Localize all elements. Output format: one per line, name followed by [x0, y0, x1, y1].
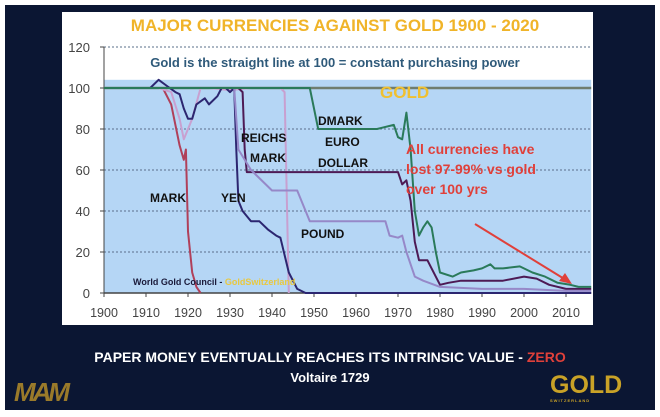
note-line-3: over 100 yrs	[406, 181, 488, 197]
x-tick-label: 1940	[258, 306, 286, 320]
mam-logo: MAM	[14, 377, 70, 407]
label-reichs-mark: MARK	[250, 151, 286, 165]
series-line-dollar	[104, 87, 592, 290]
y-tick-label: 60	[76, 163, 90, 178]
y-tick-label: 100	[68, 81, 90, 96]
label-mark: MARK	[150, 191, 186, 205]
quote-highlight: ZERO	[526, 349, 566, 365]
plot-area	[104, 79, 592, 293]
series-line-dmark-euro	[104, 87, 592, 288]
series-line-pound	[104, 87, 592, 292]
source-text: World Gold Council - GoldSwitzerland	[133, 277, 295, 287]
x-tick-label: 1910	[132, 306, 160, 320]
label-dmark: DMARK	[318, 114, 363, 128]
x-tick-label: 1980	[426, 306, 454, 320]
arrow-head	[559, 273, 572, 284]
label-gold: GOLD	[380, 83, 429, 102]
y-tick-label: 0	[83, 286, 90, 301]
note-line-2: lost 97-99% vs gold	[406, 161, 536, 177]
source-prefix: World Gold Council -	[133, 277, 225, 287]
x-tick-label: 1950	[300, 306, 328, 320]
label-dollar: DOLLAR	[318, 156, 368, 170]
label-yen: YEN	[221, 191, 246, 205]
x-tick-label: 1970	[384, 306, 412, 320]
series-line-mark	[104, 87, 202, 294]
note-line-1: All currencies have	[406, 141, 535, 157]
x-tick-label: 1930	[216, 306, 244, 320]
x-tick-label: 1990	[468, 306, 496, 320]
label-euro: EURO	[325, 135, 360, 149]
footer-attribution: Voltaire 1729	[290, 370, 370, 385]
y-tick-label: 120	[68, 40, 90, 55]
logo-text: GOLD	[550, 371, 623, 399]
source-brand: GoldSwitzerland	[225, 277, 296, 287]
y-tick-label: 80	[76, 122, 90, 137]
x-tick-label: 1900	[90, 306, 118, 320]
label-pound: POUND	[301, 227, 345, 241]
chart-subtitle: Gold is the straight line at 100 = const…	[150, 55, 520, 70]
trend-arrow	[474, 223, 567, 281]
y-tick-label: 40	[76, 204, 90, 219]
y-tick-label: 20	[76, 245, 90, 260]
footer-quote: PAPER MONEY EVENTUALLY REACHES ITS INTRI…	[0, 349, 660, 365]
x-tick-label: 1960	[342, 306, 370, 320]
x-tick-label: 1920	[174, 306, 202, 320]
label-reichs: REICHS	[241, 131, 286, 145]
x-tick-label: 2010	[552, 306, 580, 320]
chart-title: MAJOR CURRENCIES AGAINST GOLD 1900 - 202…	[131, 16, 539, 35]
logo-subtext: SWITZERLAND	[550, 398, 591, 403]
goldswitzerland-logo: GOLD SWITZERLAND	[550, 372, 640, 404]
quote-text: PAPER MONEY EVENTUALLY REACHES ITS INTRI…	[94, 349, 527, 365]
x-tick-label: 2000	[510, 306, 538, 320]
